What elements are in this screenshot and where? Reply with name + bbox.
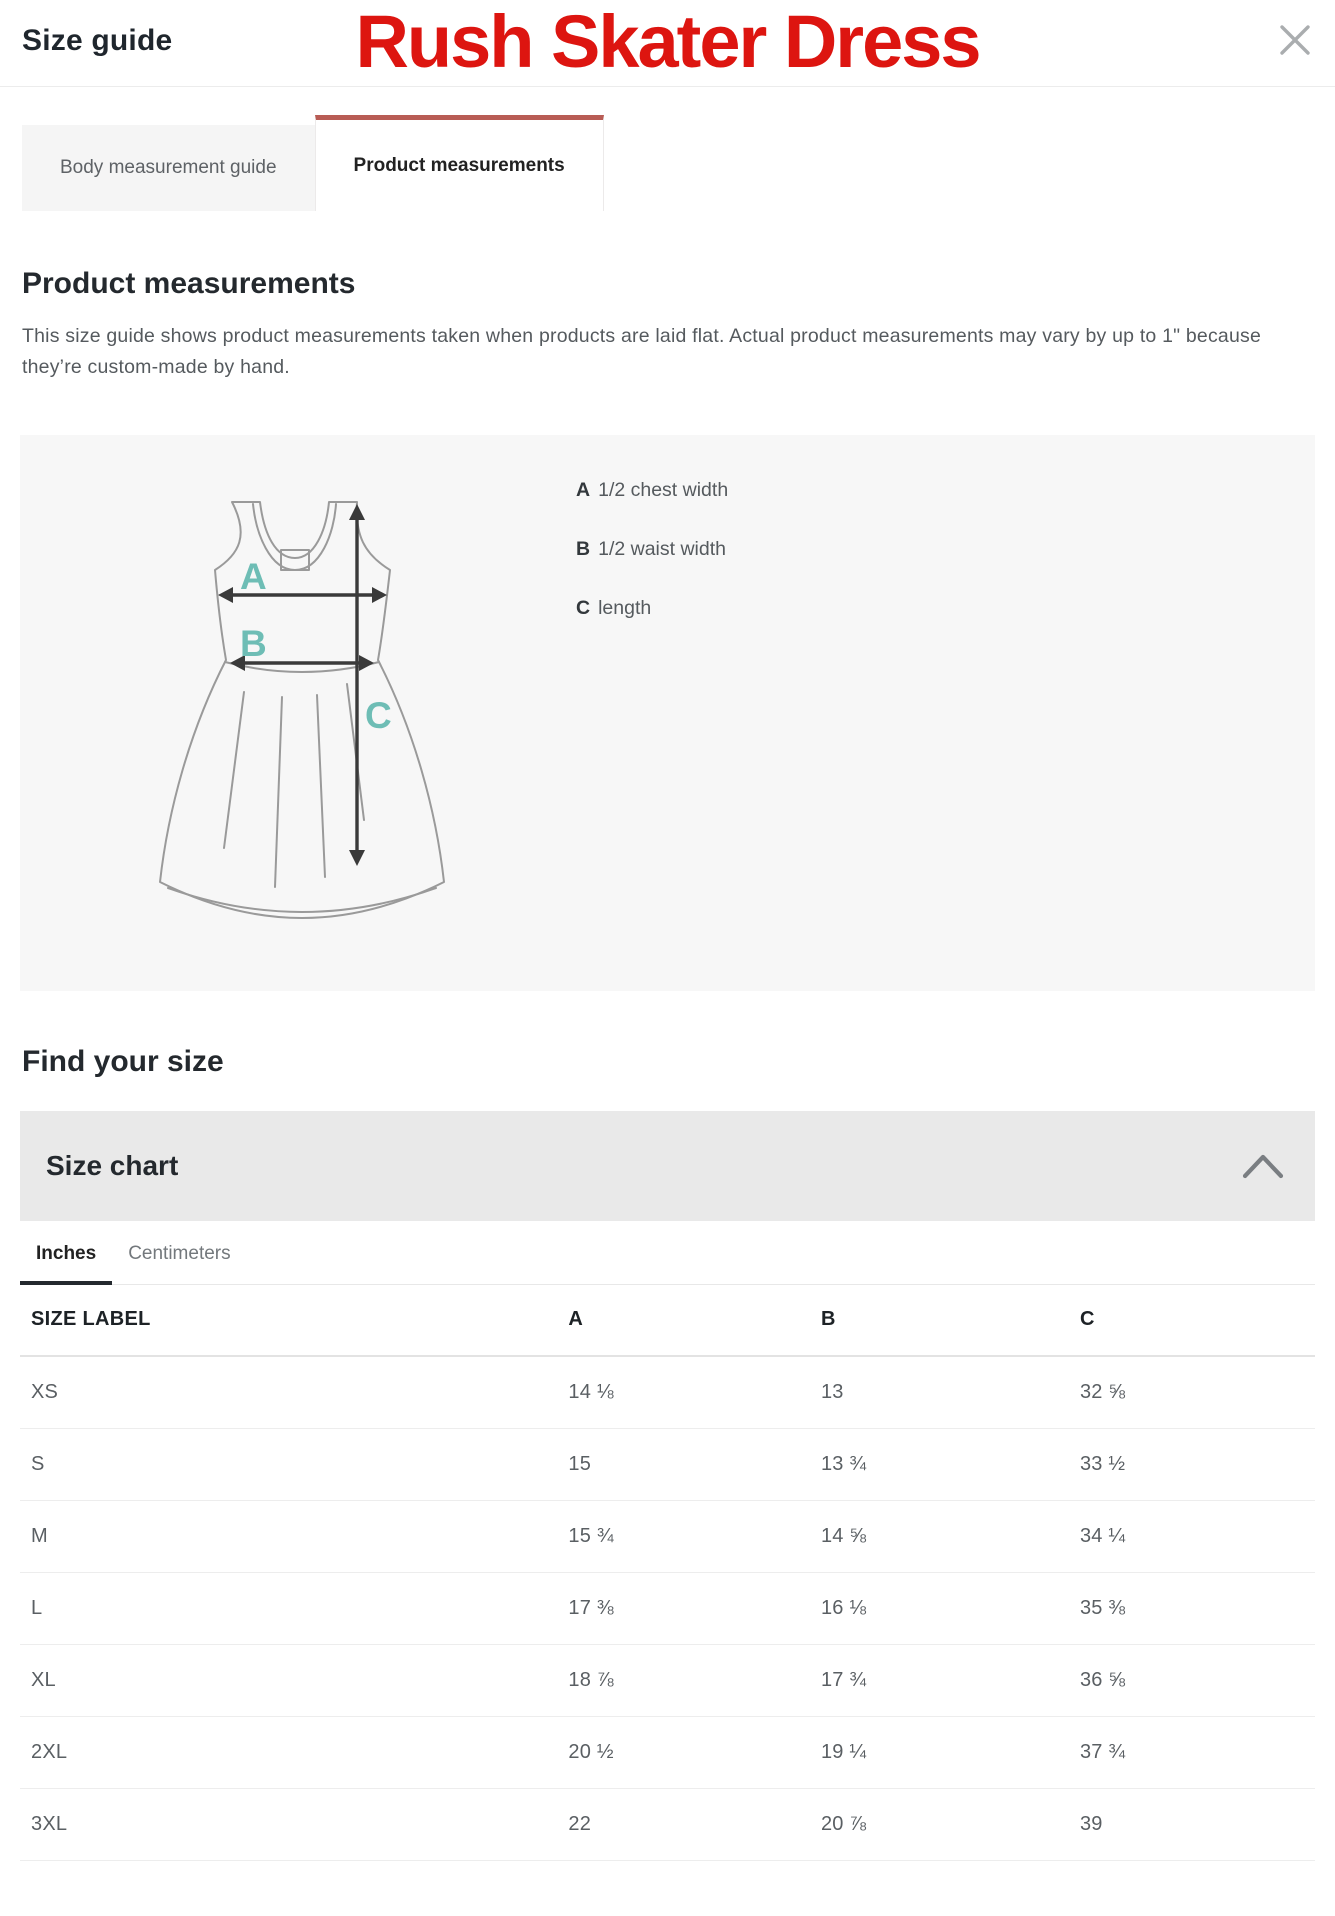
value-c: 34 ¼: [1079, 1524, 1126, 1547]
close-button[interactable]: [1273, 18, 1317, 62]
product-name-title: Rush Skater Dress: [355, 0, 981, 83]
size-label: S: [31, 1452, 45, 1475]
tab-label: Centimeters: [128, 1242, 231, 1264]
page-title: Size guide: [22, 24, 173, 57]
value-c: 33 ½: [1079, 1452, 1126, 1475]
value-a: 20 ½: [568, 1740, 614, 1763]
value-c: 37 ¾: [1079, 1740, 1126, 1763]
value-b: 19 ¼: [820, 1740, 867, 1763]
size-chart-table: SIZE LABEL A B C XS 14 ⅛ 13 32 ⅝ S 15 13…: [20, 1285, 1315, 1861]
table-row: L 17 ⅜ 16 ⅛ 35 ⅜: [20, 1573, 1315, 1645]
tab-label: Body measurement guide: [60, 157, 277, 178]
legend-key: A: [576, 478, 591, 501]
value-a: 22: [568, 1812, 592, 1835]
value-a: 14 ⅛: [568, 1380, 614, 1403]
value-c: 35 ⅜: [1079, 1596, 1126, 1619]
value-b: 17 ¾: [820, 1668, 867, 1691]
value-b: 13 ¾: [820, 1452, 867, 1475]
legend-key: B: [576, 537, 591, 560]
table-header-row: SIZE LABEL A B C: [20, 1285, 1315, 1357]
tab-product-measurements[interactable]: Product measurements: [314, 115, 604, 211]
column-header-a: A: [568, 1308, 584, 1331]
value-c: 36 ⅝: [1079, 1668, 1126, 1691]
value-a: 15 ¾: [568, 1524, 614, 1547]
find-your-size-heading: Find your size: [22, 1044, 224, 1078]
value-c: 39: [1079, 1812, 1103, 1835]
value-a: 17 ⅜: [568, 1596, 614, 1619]
value-b: 14 ⅝: [820, 1524, 867, 1547]
value-b: 16 ⅛: [820, 1596, 867, 1619]
size-label: M: [31, 1524, 48, 1547]
size-label: 3XL: [31, 1812, 68, 1835]
marker-c: C: [365, 695, 392, 736]
size-label: XS: [31, 1380, 59, 1403]
size-label: XL: [31, 1668, 56, 1691]
table-row: 3XL 22 20 ⅞ 39: [20, 1789, 1315, 1861]
unit-tabs: Inches Centimeters: [20, 1221, 1315, 1285]
dress-diagram-illustration: A B C: [159, 500, 445, 919]
value-b: 20 ⅞: [820, 1812, 867, 1835]
table-row: S 15 13 ¾ 33 ½: [20, 1429, 1315, 1501]
tab-centimeters[interactable]: Centimeters: [112, 1243, 246, 1284]
size-chart-toggle[interactable]: Size chart: [20, 1110, 1315, 1221]
tab-inches[interactable]: Inches: [20, 1242, 113, 1285]
value-c: 32 ⅝: [1079, 1380, 1126, 1403]
size-chart-title: Size chart: [46, 1149, 179, 1181]
value-a: 18 ⅞: [568, 1668, 614, 1691]
table-row: 2XL 20 ½ 19 ¼ 37 ¾: [20, 1717, 1315, 1789]
marker-b: B: [240, 623, 267, 664]
chevron-up-icon: [1242, 1154, 1284, 1178]
value-b: 13: [820, 1380, 844, 1403]
legend-label: 1/2 waist width: [598, 537, 726, 560]
column-header-size-label: SIZE LABEL: [31, 1308, 151, 1331]
section-heading: Product measurements: [22, 267, 356, 300]
table-row: M 15 ¾ 14 ⅝ 34 ¼: [20, 1501, 1315, 1573]
size-label: L: [31, 1596, 43, 1619]
table-row: XS 14 ⅛ 13 32 ⅝: [20, 1357, 1315, 1429]
legend-label: 1/2 chest width: [598, 478, 729, 501]
tab-body-measurement-guide[interactable]: Body measurement guide: [22, 125, 315, 211]
section-description: This size guide shows product measuremen…: [22, 325, 1262, 378]
size-label: 2XL: [31, 1740, 68, 1763]
legend-item-b: B 1/2 waist width: [576, 538, 728, 561]
legend-label: length: [598, 596, 652, 619]
column-header-b: B: [820, 1308, 836, 1331]
value-a: 15: [568, 1452, 592, 1475]
legend-item-a: A 1/2 chest width: [576, 479, 728, 502]
column-header-c: C: [1079, 1308, 1095, 1331]
modal-header: Size guide Rush Skater Dress: [0, 0, 1335, 87]
table-body: XS 14 ⅛ 13 32 ⅝ S 15 13 ¾ 33 ½ M 15 ¾ 14…: [20, 1357, 1315, 1861]
table-row: XL 18 ⅞ 17 ¾ 36 ⅝: [20, 1645, 1315, 1717]
legend-key: C: [576, 596, 591, 619]
marker-a: A: [240, 556, 267, 597]
measurement-diagram-panel: A B C A 1/2 chest width B 1/2 waist width …: [20, 434, 1315, 991]
tab-label: Inches: [36, 1242, 97, 1264]
guide-tabs: Body measurement guide Product measureme…: [22, 115, 1313, 211]
close-icon: [1280, 25, 1310, 55]
tab-label: Product measurements: [353, 154, 565, 176]
